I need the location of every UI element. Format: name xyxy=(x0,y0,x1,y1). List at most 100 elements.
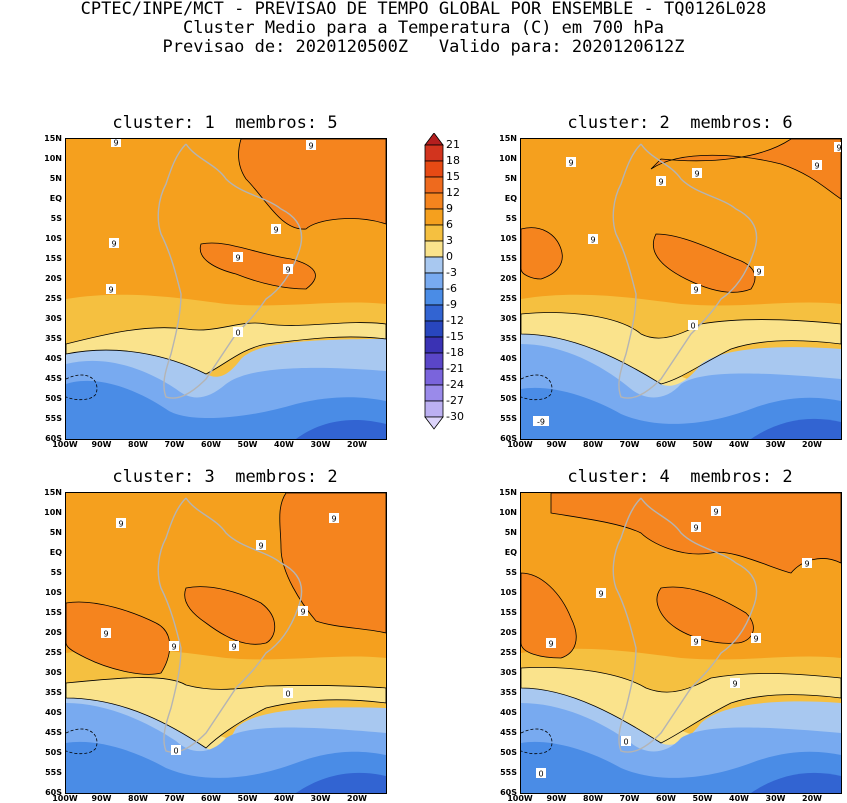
lat-tick-label: 15S xyxy=(45,254,62,263)
lon-tick-label: 60W xyxy=(201,440,221,449)
lat-tick-label: EQ xyxy=(504,548,517,557)
colorbar-swatch xyxy=(424,384,444,402)
contour-label: 9 xyxy=(546,638,556,649)
contour-label: 9 xyxy=(256,540,266,551)
band-9-12 xyxy=(656,586,754,644)
contour-label: 9 xyxy=(233,252,243,263)
lat-tick-label: 15N xyxy=(499,488,517,497)
svg-text:9: 9 xyxy=(658,178,663,187)
lon-tick-label: 80W xyxy=(128,440,148,449)
lat-tick-label: 35S xyxy=(45,688,62,697)
colorbar-max-arrow xyxy=(424,133,444,146)
lat-tick-label: EQ xyxy=(49,548,62,557)
colorbar-swatch xyxy=(424,400,444,418)
lon-tick-label: 60W xyxy=(656,794,676,803)
lat-tick-label: 25S xyxy=(45,648,62,657)
lat-tick-label: EQ xyxy=(49,194,62,203)
lon-tick-label: 70W xyxy=(164,440,185,449)
lon-tick-label: 80W xyxy=(583,440,603,449)
lon-tick-label: 70W xyxy=(619,794,640,803)
band-9-12 xyxy=(66,601,171,675)
lat-tick-label: 30S xyxy=(500,668,517,677)
contour-label: 9 xyxy=(812,160,822,171)
svg-text:9: 9 xyxy=(732,680,737,689)
panel-4-title: cluster: 4 membros: 2 xyxy=(567,467,793,487)
contour-line-negative xyxy=(521,728,553,755)
lat-tick-label: 15N xyxy=(44,488,62,497)
colorbar-swatch xyxy=(424,176,444,194)
band-9-12 xyxy=(650,139,841,200)
contour-label: 9 xyxy=(109,238,119,249)
lat-tick-label: 20S xyxy=(500,628,517,637)
lat-tick-label: 5S xyxy=(505,568,517,577)
svg-text:9: 9 xyxy=(713,508,718,517)
continent-outline xyxy=(157,143,303,399)
band-minus12-minus9 xyxy=(296,419,386,439)
lon-tick-label: 40W xyxy=(729,440,749,449)
colorbar-label: 9 xyxy=(446,202,453,215)
lat-tick-label: 10N xyxy=(44,508,62,517)
band-minus12-minus9 xyxy=(751,418,841,439)
colorbar-swatch xyxy=(424,304,444,322)
contour-label: 9 xyxy=(283,264,293,275)
contour-label: 9 xyxy=(306,140,316,151)
lon-tick-label: 20W xyxy=(802,794,822,803)
svg-text:0: 0 xyxy=(235,329,240,338)
lat-tick-label: EQ xyxy=(504,194,517,203)
colorbar-label: -21 xyxy=(446,362,464,375)
lon-tick-label: 60W xyxy=(656,440,676,449)
colorbar-swatch xyxy=(424,288,444,306)
continent-outline xyxy=(612,143,758,399)
lat-tick-label: 30S xyxy=(500,314,517,323)
colorbar-swatch xyxy=(424,144,444,162)
band-9-12 xyxy=(653,233,756,293)
colorbar-swatch xyxy=(424,224,444,242)
map-panel-2: 9 9 9 9 9 9 9 9 0 -9 xyxy=(520,138,842,440)
svg-text:9: 9 xyxy=(285,266,290,275)
lon-tick-label: 80W xyxy=(583,794,603,803)
lat-tick-label: 20S xyxy=(500,274,517,283)
contour-label: 9 xyxy=(730,678,740,689)
lat-tick-label: 20S xyxy=(45,628,62,637)
lat-tick-label: 30S xyxy=(45,314,62,323)
lon-tick-label: 40W xyxy=(729,794,749,803)
lon-tick-label: 30W xyxy=(310,794,331,803)
svg-text:9: 9 xyxy=(756,268,761,277)
contour-line-negative xyxy=(66,374,98,401)
lat-tick-label: 10N xyxy=(499,154,517,163)
contour-label: 9 xyxy=(691,284,701,295)
band-9-12 xyxy=(521,572,577,659)
lon-tick-label: 60W xyxy=(201,794,221,803)
panel-2-title: cluster: 2 membros: 6 xyxy=(567,113,793,133)
colorbar-swatch xyxy=(424,320,444,338)
colorbar-label: -18 xyxy=(446,346,464,359)
colorbar-swatch xyxy=(424,208,444,226)
lat-tick-label: 15N xyxy=(499,134,517,143)
lat-tick-label: 55S xyxy=(45,768,62,777)
colorbar-swatch xyxy=(424,352,444,370)
svg-text:0: 0 xyxy=(623,738,628,747)
svg-text:9: 9 xyxy=(118,520,123,529)
map-field: 9 9 9 9 9 9 9 9 0 -9 xyxy=(521,139,841,439)
colorbar-swatch xyxy=(424,336,444,354)
lon-tick-label: 70W xyxy=(164,794,185,803)
svg-text:9: 9 xyxy=(568,159,573,168)
continent-outline xyxy=(612,497,758,753)
lon-tick-label: 30W xyxy=(765,794,786,803)
lat-tick-label: 55S xyxy=(500,414,517,423)
header-variable: Cluster Medio para a Temperatura (C) em … xyxy=(182,18,665,38)
band-minus12-minus9 xyxy=(751,772,841,793)
band-minus9-minus6 xyxy=(66,741,386,793)
band-minus9-minus6 xyxy=(66,380,386,439)
svg-text:0: 0 xyxy=(538,770,543,779)
lon-tick-label: 20W xyxy=(802,440,822,449)
lat-tick-label: 5S xyxy=(50,214,62,223)
colorbar-swatch xyxy=(424,160,444,178)
lat-tick-label: 20S xyxy=(45,274,62,283)
lat-tick-label: 5N xyxy=(49,528,62,537)
svg-text:9: 9 xyxy=(331,515,336,524)
contour-line-0 xyxy=(521,312,841,385)
lon-tick-label: 50W xyxy=(237,794,258,803)
contour-label: 9 xyxy=(751,633,761,644)
contour-label: 9 xyxy=(691,522,701,533)
